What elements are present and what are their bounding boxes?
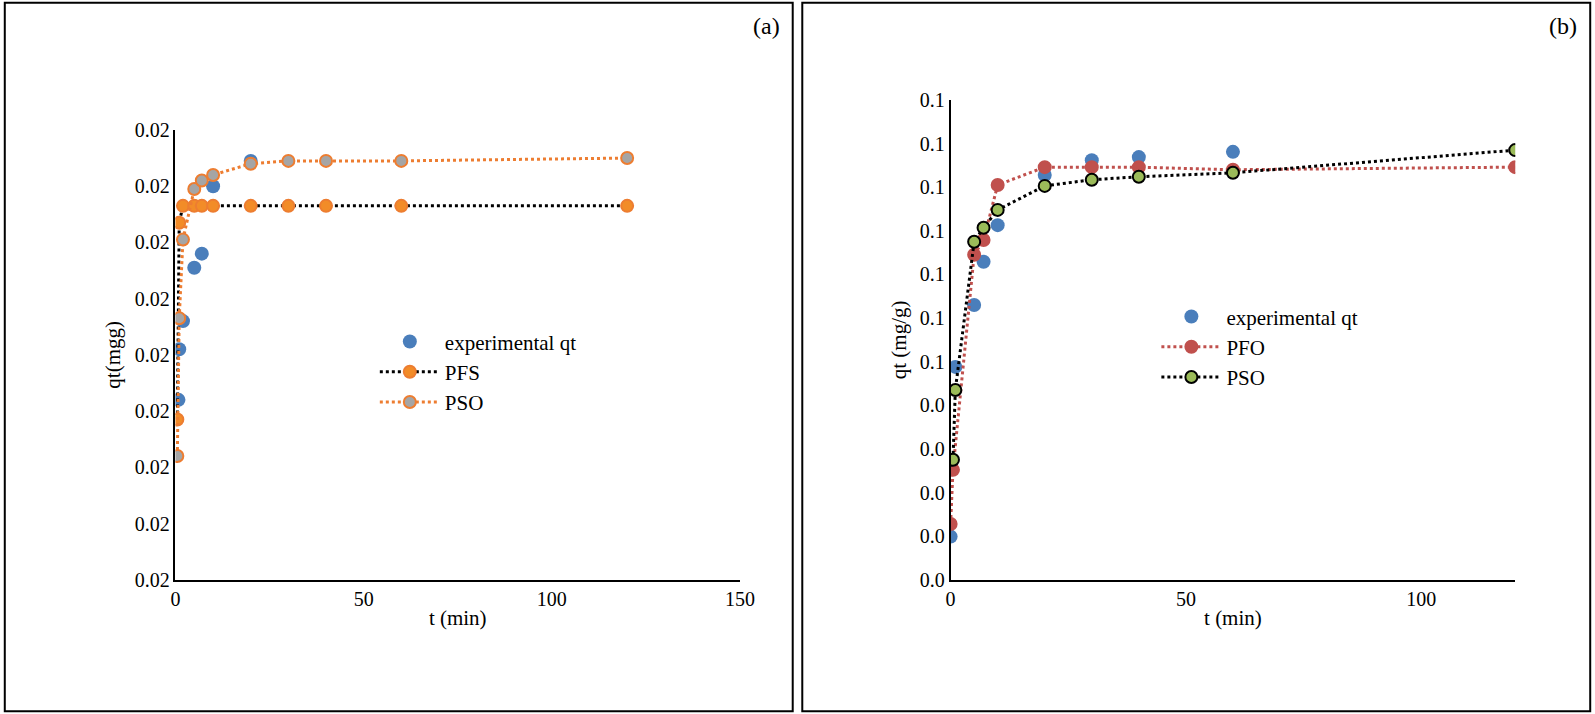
svg-text:150: 150 [725, 588, 755, 610]
svg-text:experimental qt: experimental qt [445, 331, 576, 355]
svg-text:0.02: 0.02 [135, 456, 170, 478]
svg-text:experimental qt: experimental qt [1226, 306, 1357, 330]
svg-text:0.1: 0.1 [920, 220, 945, 242]
svg-text:100: 100 [537, 588, 567, 610]
svg-text:0.1: 0.1 [920, 89, 945, 111]
svg-text:0.1: 0.1 [920, 133, 945, 155]
svg-text:0.02: 0.02 [135, 400, 170, 422]
svg-text:PSO: PSO [445, 391, 484, 415]
svg-text:50: 50 [1176, 588, 1196, 610]
svg-text:100: 100 [1406, 588, 1436, 610]
svg-text:PFS: PFS [445, 361, 480, 385]
svg-text:qt (mg/g): qt (mg/g) [887, 300, 911, 379]
svg-text:(b): (b) [1549, 13, 1577, 39]
svg-text:0.02: 0.02 [135, 344, 170, 366]
svg-text:PSO: PSO [1226, 366, 1265, 390]
svg-text:0.02: 0.02 [135, 569, 170, 591]
svg-text:0.02: 0.02 [135, 513, 170, 535]
svg-text:0.02: 0.02 [135, 231, 170, 253]
svg-text:50: 50 [354, 588, 374, 610]
svg-text:0.1: 0.1 [920, 263, 945, 285]
svg-text:0.0: 0.0 [920, 394, 945, 416]
svg-text:0.02: 0.02 [135, 288, 170, 310]
svg-text:0.0: 0.0 [920, 569, 945, 591]
svg-text:0.1: 0.1 [920, 176, 945, 198]
svg-text:t (min): t (min) [1204, 606, 1262, 630]
svg-text:(a): (a) [753, 13, 780, 39]
svg-text:t (min): t (min) [429, 606, 487, 630]
svg-text:0.0: 0.0 [920, 525, 945, 547]
svg-text:0.1: 0.1 [920, 307, 945, 329]
svg-text:0.02: 0.02 [135, 175, 170, 197]
svg-text:0.02: 0.02 [135, 119, 170, 141]
svg-text:0.0: 0.0 [920, 482, 945, 504]
svg-text:0: 0 [170, 588, 180, 610]
svg-text:0.0: 0.0 [920, 438, 945, 460]
svg-text:0.1: 0.1 [920, 351, 945, 373]
svg-text:PFO: PFO [1226, 336, 1265, 360]
svg-text:0: 0 [946, 588, 956, 610]
svg-text:qt(mgg): qt(mgg) [101, 321, 125, 389]
